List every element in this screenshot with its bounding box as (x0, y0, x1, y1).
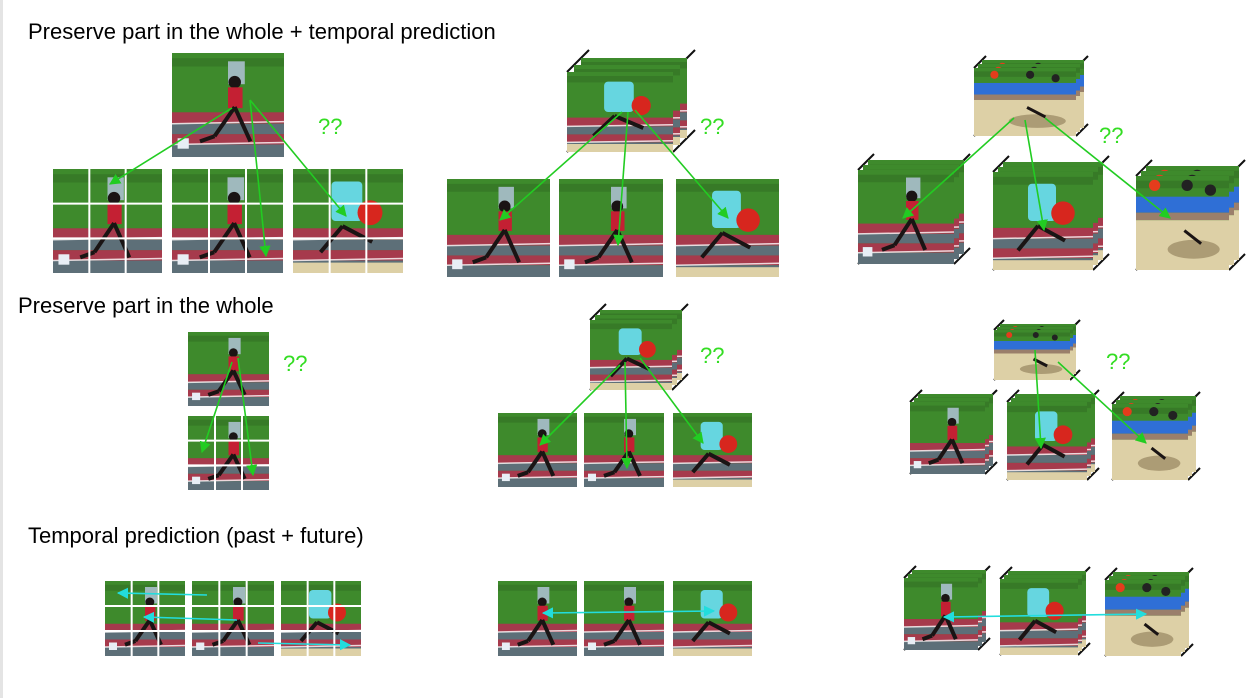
question-mark: ?? (1106, 349, 1131, 374)
video-frame (558, 179, 664, 277)
green-arrow (499, 111, 623, 221)
video-frame (497, 413, 578, 487)
video-frame (1105, 580, 1181, 656)
question-mark: ?? (700, 114, 725, 139)
video-frame (446, 179, 551, 277)
green-arrow (1057, 361, 1147, 444)
video-frame (675, 179, 780, 277)
cyan-arrow (142, 611, 238, 623)
cyan-arrow (116, 587, 208, 599)
green-arrow (621, 361, 633, 470)
question-mark: ?? (283, 351, 308, 376)
green-arrow (249, 99, 271, 258)
green-arrow (237, 357, 258, 477)
video-frame (672, 413, 753, 487)
video-frame (187, 332, 270, 406)
question-mark: ?? (318, 114, 343, 139)
video-frame (292, 169, 404, 273)
video-frame (1112, 404, 1188, 480)
video-frame (1136, 176, 1229, 270)
video-frame (171, 53, 285, 157)
green-arrow (1034, 349, 1046, 450)
video-frame (566, 72, 674, 152)
video-frame (171, 169, 284, 273)
video-frame (909, 402, 986, 474)
video-frame (1006, 402, 1088, 480)
row-2-title: Preserve part in the whole (18, 293, 274, 318)
video-frame (280, 581, 362, 656)
question-mark: ?? (1099, 123, 1124, 148)
row-1-title: Preserve part in the whole + temporal pr… (28, 19, 496, 44)
video-frame (187, 416, 270, 490)
video-frame (52, 169, 163, 273)
video-frame (583, 581, 665, 656)
video-frame (497, 581, 578, 656)
green-arrow (249, 99, 347, 217)
green-arrow (1044, 117, 1171, 219)
bidirectional-arrow (541, 605, 716, 619)
bidirectional-arrow (942, 608, 1148, 623)
video-frame (994, 330, 1070, 380)
question-mark: ?? (700, 343, 725, 368)
green-arrow (109, 107, 233, 185)
video-frame (583, 413, 665, 487)
left-border (0, 0, 3, 698)
video-frame (974, 68, 1076, 136)
video-frame (992, 172, 1094, 270)
green-arrow (539, 364, 621, 446)
green-arrow (639, 357, 704, 444)
cyan-arrow (257, 639, 352, 651)
green-arrow (199, 361, 233, 454)
video-frame (589, 320, 673, 390)
green-arrow (902, 117, 1015, 219)
green-arrow (613, 111, 629, 247)
video-frame (903, 578, 979, 650)
row-3-title: Temporal prediction (past + future) (28, 523, 364, 548)
green-arrow (1024, 119, 1048, 232)
video-frame (999, 579, 1079, 655)
green-arrow (634, 109, 729, 219)
video-frame (672, 581, 753, 656)
